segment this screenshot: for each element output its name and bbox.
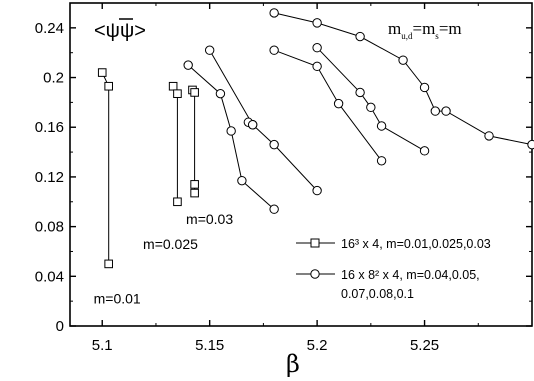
data-point-square bbox=[104, 81, 113, 91]
series-line bbox=[316, 47, 425, 152]
series-1 bbox=[97, 68, 113, 269]
data-point-circle bbox=[269, 204, 279, 214]
mass-mid: =m bbox=[412, 19, 435, 38]
series-line bbox=[273, 49, 382, 162]
data-point-circle bbox=[376, 121, 387, 131]
mass-annotation: m=0.025 bbox=[143, 236, 198, 252]
series-3 bbox=[188, 85, 199, 198]
data-point-circle bbox=[204, 45, 215, 55]
legend-circle-marker bbox=[310, 269, 320, 279]
mass-annotation: m=0.01 bbox=[94, 291, 141, 307]
x-tick-label: 5.2 bbox=[307, 337, 328, 354]
series-line bbox=[209, 49, 318, 191]
data-point-circle bbox=[312, 185, 322, 196]
data-point-circle bbox=[419, 82, 430, 93]
data-point-square bbox=[190, 88, 199, 97]
data-point-circle bbox=[366, 102, 376, 113]
data-point-circle bbox=[312, 43, 322, 53]
y-tick-label: 0.12 bbox=[35, 169, 64, 186]
series-line bbox=[192, 89, 196, 194]
legend-square-label: 16³ x 4, m=0.01,0.025,0.03 bbox=[341, 237, 491, 251]
data-point-circle bbox=[237, 175, 247, 186]
series-9 bbox=[243, 117, 258, 130]
data-point-circle bbox=[312, 18, 322, 28]
series-line bbox=[101, 72, 110, 264]
data-point-circle bbox=[183, 60, 193, 70]
data-point-circle bbox=[376, 156, 387, 166]
data-point-circle bbox=[269, 45, 279, 55]
data-point-circle bbox=[226, 126, 236, 136]
y-tick-label: 0.2 bbox=[43, 70, 64, 87]
data-point-circle bbox=[441, 106, 451, 116]
mass-mid-sub: s bbox=[435, 31, 439, 41]
series-7 bbox=[312, 43, 430, 156]
chart-title: <ψψ> bbox=[94, 18, 146, 42]
data-point-circle bbox=[484, 131, 494, 141]
y-tick-label: 0 bbox=[56, 318, 64, 335]
series-layer: m=0.01 m=0.025 m=0.03 bbox=[94, 8, 534, 307]
mass-rhs: =m bbox=[439, 19, 462, 38]
legend-square-marker bbox=[310, 238, 320, 248]
data-point-square bbox=[168, 81, 178, 91]
series-line bbox=[172, 85, 178, 202]
data-point-circle bbox=[215, 88, 226, 99]
x-axis-label: β bbox=[286, 350, 300, 378]
data-point-circle bbox=[333, 98, 344, 109]
data-point-square bbox=[173, 197, 182, 207]
data-point-circle bbox=[355, 31, 365, 42]
legend: 16³ x 4, m=0.01,0.025,0.03 16 x 8² x 4, … bbox=[296, 237, 491, 301]
data-point-circle bbox=[269, 8, 279, 18]
mass-relation: mu,d=ms=m bbox=[388, 19, 462, 41]
axes-layer: 0 0.04 0.08 0.12 0.16 0.2 0.24 5.1 5.15 5.2 5.25 bbox=[35, 3, 532, 354]
data-point-circle bbox=[398, 55, 408, 65]
legend-circle-label-line1: 16 x 8² x 4, m=0.04,0.05, bbox=[341, 268, 480, 282]
y-tick-label: 0.16 bbox=[35, 119, 64, 136]
series-5 bbox=[204, 45, 322, 196]
data-point-circle bbox=[419, 146, 430, 156]
y-tick-label: 0.24 bbox=[35, 20, 64, 37]
data-point-square bbox=[104, 259, 113, 269]
mass-lhs: m bbox=[388, 19, 401, 38]
data-point-circle bbox=[430, 106, 441, 116]
mass-relation-text: mu,d=ms=m bbox=[388, 19, 462, 41]
x-tick-label: 5.25 bbox=[410, 337, 439, 354]
mass-lhs-sub: u,d bbox=[401, 31, 413, 41]
data-point-circle bbox=[527, 139, 534, 150]
data-point-square bbox=[97, 68, 107, 77]
series-6 bbox=[269, 45, 387, 166]
data-point-circle bbox=[312, 61, 322, 72]
data-point-circle bbox=[247, 120, 258, 130]
x-tick-label: 5.15 bbox=[195, 337, 224, 354]
series-8 bbox=[269, 8, 534, 150]
y-tick-label: 0.08 bbox=[35, 219, 64, 236]
x-tick-label: 5.1 bbox=[92, 337, 113, 354]
series-2 bbox=[168, 81, 182, 207]
data-point-circle bbox=[355, 87, 365, 98]
data-point-square bbox=[190, 188, 199, 198]
plot-frame bbox=[69, 2, 533, 327]
series-4 bbox=[183, 60, 279, 214]
chart-title-text: <ψψ> bbox=[94, 20, 146, 42]
mass-annotation: m=0.03 bbox=[186, 211, 233, 227]
data-point-circle bbox=[269, 139, 279, 150]
legend-circle-label-line2: 0.07,0.08,0.1 bbox=[341, 287, 414, 301]
data-point-square bbox=[190, 180, 199, 189]
data-point-square bbox=[173, 89, 182, 98]
y-tick-label: 0.04 bbox=[35, 268, 64, 285]
